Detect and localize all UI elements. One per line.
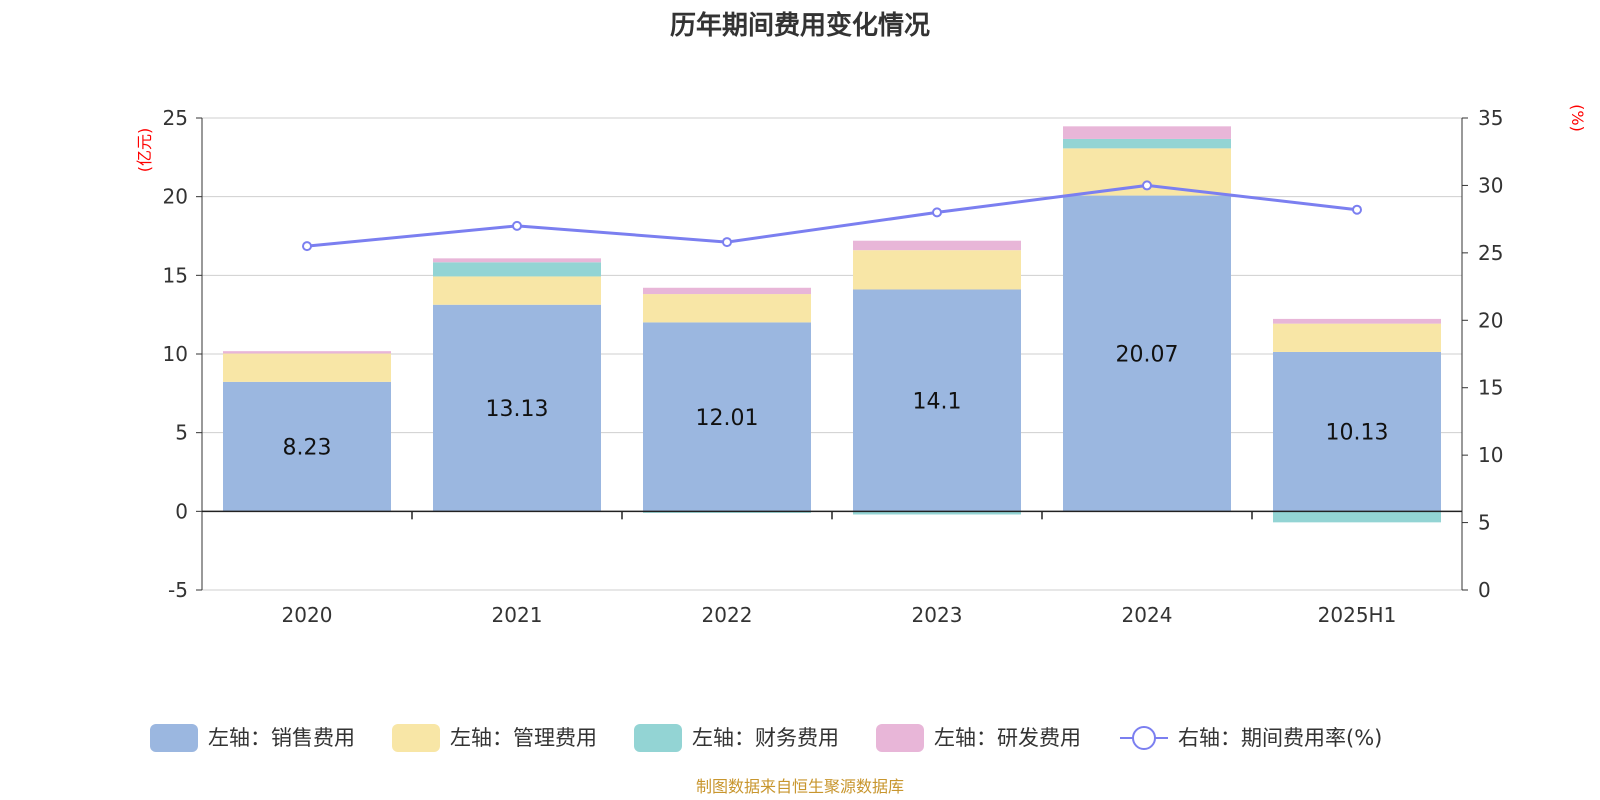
bar-segment-s3-2 xyxy=(643,287,811,295)
bar-segment-s0-3 xyxy=(853,289,1021,512)
bar-segment-s1-1 xyxy=(433,276,601,305)
legend-swatch-0 xyxy=(150,724,198,752)
left-tick-label: 25 xyxy=(163,106,188,130)
legend-circle-icon xyxy=(1132,726,1156,750)
right-tick-label: 15 xyxy=(1478,376,1503,400)
right-tick-label: 35 xyxy=(1478,106,1503,130)
right-tick-label: 30 xyxy=(1478,173,1503,197)
bar-segment-s1-2 xyxy=(643,294,811,323)
bar-data-label: 14.1 xyxy=(913,389,962,414)
bar-data-label: 10.13 xyxy=(1326,421,1389,446)
bar-segment-s0-1 xyxy=(433,304,601,512)
right-tick-label: 25 xyxy=(1478,241,1503,265)
bar-segment-s2-2 xyxy=(643,511,811,513)
bar-segment-s1-3 xyxy=(853,250,1021,290)
bar-data-label: 20.07 xyxy=(1116,342,1179,367)
left-tick-label: 0 xyxy=(175,499,188,523)
rate-point xyxy=(302,241,312,252)
legend-label-4: 右轴：期间费用率(%) xyxy=(1178,726,1382,750)
bar-segment-s0-4 xyxy=(1063,195,1231,512)
bar-data-label: 12.01 xyxy=(696,406,759,431)
left-tick-label: 15 xyxy=(163,263,188,287)
bar-series xyxy=(223,126,1441,523)
x-tick-label: 2020 xyxy=(282,603,333,627)
x-tick-label: 2022 xyxy=(702,603,753,627)
legend-label-3: 左轴：研发费用 xyxy=(934,726,1081,750)
right-tick-label: 20 xyxy=(1478,308,1503,332)
bar-segment-s0-0 xyxy=(223,381,391,512)
x-tick-label: 2025H1 xyxy=(1318,603,1397,627)
bar-segment-s2-1 xyxy=(433,262,601,277)
bar-data-label: 8.23 xyxy=(283,436,332,461)
legend-label-0: 左轴：销售费用 xyxy=(208,726,355,750)
bar-segment-s3-1 xyxy=(433,258,601,263)
legend[interactable]: 左轴：销售费用 左轴：管理费用 左轴：财务费用 左轴：研发费用 右轴：期间费用率(%) xyxy=(150,724,1382,752)
rate-line-series xyxy=(302,180,1362,252)
right-axis-unit: (%) xyxy=(1568,104,1587,132)
rate-point xyxy=(1352,204,1362,215)
bar-segment-s2-5 xyxy=(1273,511,1441,523)
bar-segment-s0-2 xyxy=(643,322,811,512)
x-tick-label: 2024 xyxy=(1122,603,1173,627)
left-axis-unit: (亿元) xyxy=(135,128,154,173)
bar-segment-s3-5 xyxy=(1273,318,1441,324)
bar-segment-s0-5 xyxy=(1273,351,1441,512)
legend-label-1: 左轴：管理费用 xyxy=(450,726,597,750)
data-labels: 8.23 13.13 12.01 14.1 20.07 10.13 xyxy=(283,342,1389,460)
x-tick-label: 2021 xyxy=(492,603,543,627)
left-tick-label: 5 xyxy=(175,421,188,445)
legend-swatch-3 xyxy=(876,724,924,752)
bar-segment-s2-4 xyxy=(1063,138,1231,149)
x-tick-label: 2023 xyxy=(912,603,963,627)
rate-point xyxy=(1142,180,1152,191)
bar-segment-s2-3 xyxy=(853,511,1021,515)
left-tick-label: 20 xyxy=(163,185,188,209)
bar-segment-s1-0 xyxy=(223,353,391,382)
bar-segment-s3-3 xyxy=(853,240,1021,251)
rate-line xyxy=(306,183,1358,248)
rate-point xyxy=(512,220,522,231)
bar-segment-s3-4 xyxy=(1063,126,1231,139)
source-note: 制图数据来自恒生聚源数据库 xyxy=(696,777,904,796)
left-tick-label: -5 xyxy=(168,578,188,602)
chart-title: 历年期间费用变化情况 xyxy=(670,10,930,41)
bar-segment-s1-5 xyxy=(1273,323,1441,352)
legend-swatch-2 xyxy=(634,724,682,752)
legend-label-2: 左轴：财务费用 xyxy=(692,726,839,750)
axes: -5 0 5 10 15 20 25 0 5 10 15 20 25 30 35 2020 2021 2022 20… xyxy=(163,106,1504,627)
legend-swatch-1 xyxy=(392,724,440,752)
bar-segment-s3-0 xyxy=(223,351,391,354)
left-tick-label: 10 xyxy=(163,342,188,366)
right-tick-label: 0 xyxy=(1478,578,1491,602)
rate-point xyxy=(722,237,732,248)
right-tick-label: 10 xyxy=(1478,443,1503,467)
rate-point xyxy=(932,207,942,218)
right-tick-label: 5 xyxy=(1478,511,1491,535)
bar-data-label: 13.13 xyxy=(486,397,549,422)
